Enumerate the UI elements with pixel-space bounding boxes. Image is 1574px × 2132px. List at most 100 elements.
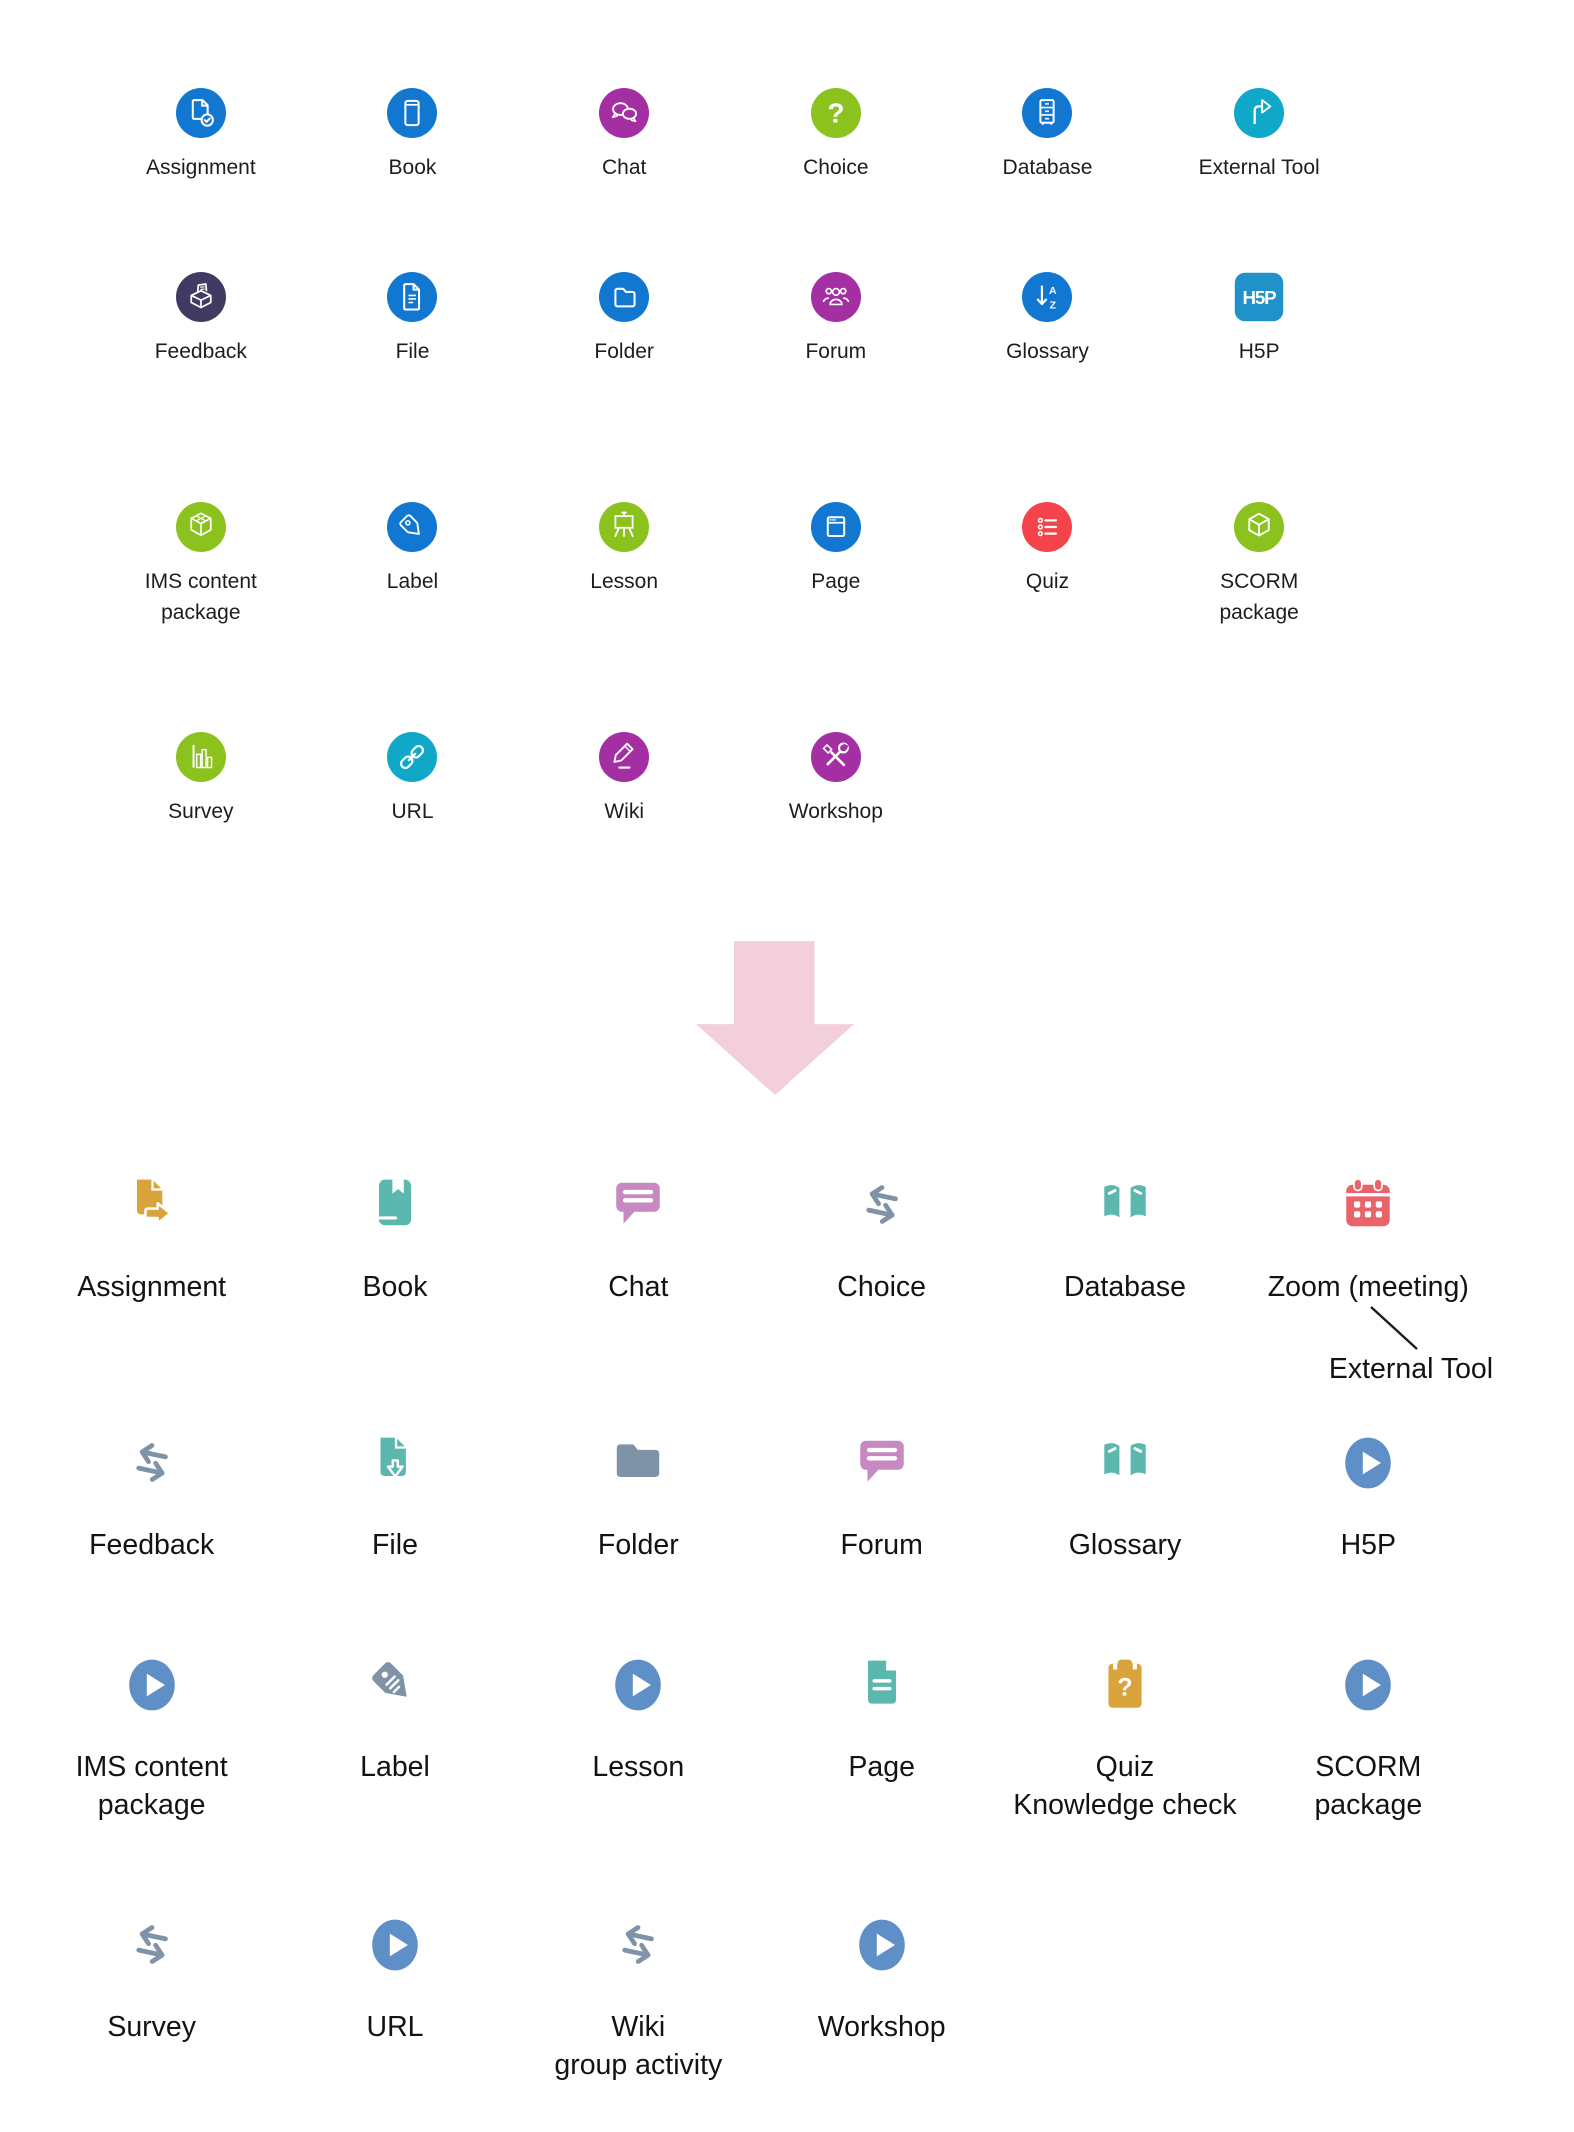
old-file-item: File bbox=[307, 272, 519, 367]
old-h5p-item: H5P H5P bbox=[1153, 272, 1365, 367]
new-h5p-label: H5P bbox=[1340, 1529, 1397, 1561]
new-folder-item: Folder bbox=[517, 1434, 760, 1564]
old-book-icon bbox=[387, 88, 438, 138]
new-assignment-item: Assignment bbox=[30, 1176, 273, 1306]
old-url-icon bbox=[387, 732, 438, 782]
old-book-label: Book bbox=[388, 156, 437, 179]
old-quiz-icon bbox=[1022, 502, 1073, 552]
svg-text:H5P: H5P bbox=[1243, 287, 1277, 308]
old-feedback-label: Feedback bbox=[154, 340, 247, 363]
new-url-item: URL bbox=[273, 1916, 516, 2084]
new-wiki-item: Wiki group activity bbox=[517, 1916, 760, 2084]
new-icons-row-1: Assignment Book Chat Choice Database Zoom (me… bbox=[30, 1176, 1490, 1306]
old-choice-item: ? Choice bbox=[730, 88, 942, 183]
old-scorm-package-label: SCORM package bbox=[1219, 570, 1299, 624]
new-icons-row-3: IMS content package Label Lesson Page? Quiz … bbox=[30, 1656, 1490, 1824]
old-icons-row-3: IMS content package Label Lesson Page Quiz SC… bbox=[95, 502, 1365, 628]
old-assignment-label: Assignment bbox=[145, 156, 256, 179]
new-page-item: Page bbox=[760, 1656, 1003, 1824]
old-external-tool-label: External Tool bbox=[1198, 156, 1320, 179]
new-icons-row-2: Feedback File Folder Forum Glossary H5P bbox=[30, 1434, 1490, 1564]
old-ims-content-package-icon bbox=[175, 502, 226, 552]
callout-line bbox=[1370, 1306, 1418, 1350]
new-chat-icon bbox=[609, 1176, 667, 1234]
new-label-label: Label bbox=[360, 1751, 430, 1783]
old-wiki-label: Wiki bbox=[604, 800, 644, 823]
new-forum-label: Forum bbox=[840, 1529, 923, 1561]
old-assignment-icon bbox=[175, 88, 226, 138]
new-page-label: Page bbox=[848, 1751, 915, 1783]
old-label-label: Label bbox=[386, 570, 439, 593]
old-external-tool-item: External Tool bbox=[1153, 88, 1365, 183]
old-url-item: URL bbox=[307, 732, 519, 827]
old-forum-label: Forum bbox=[805, 340, 867, 363]
old-chat-label: Chat bbox=[601, 156, 647, 179]
svg-text:?: ? bbox=[1117, 1674, 1132, 1701]
old-page-label: Page bbox=[811, 570, 861, 593]
new-database-icon bbox=[1096, 1176, 1154, 1234]
new-ims-content-package-label: IMS content package bbox=[75, 1751, 228, 1821]
new-zoom-meeting-label: Zoom (meeting) bbox=[1267, 1271, 1469, 1303]
down-arrow-icon bbox=[696, 941, 854, 1095]
new-chat-label: Chat bbox=[608, 1271, 669, 1303]
old-database-label: Database bbox=[1002, 156, 1093, 179]
new-file-icon bbox=[366, 1434, 424, 1492]
new-forum-icon bbox=[853, 1434, 911, 1492]
old-choice-icon: ? bbox=[810, 88, 861, 138]
new-scorm-package-label: SCORM package bbox=[1314, 1751, 1423, 1821]
new-file-label: File bbox=[372, 1529, 418, 1561]
new-scorm-package-icon bbox=[1339, 1656, 1397, 1714]
new-forum-item: Forum bbox=[760, 1434, 1003, 1564]
old-feedback-item: Feedback bbox=[95, 272, 307, 367]
new-page-icon bbox=[853, 1656, 911, 1714]
new-folder-icon bbox=[609, 1434, 667, 1492]
new-choice-label: Choice bbox=[837, 1271, 927, 1303]
new-lesson-icon bbox=[609, 1656, 667, 1714]
old-workshop-item: Workshop bbox=[730, 732, 942, 827]
old-folder-item: Folder bbox=[518, 272, 730, 367]
new-survey-label: Survey bbox=[107, 2011, 197, 2043]
new-database-label: Database bbox=[1063, 1271, 1186, 1303]
old-choice-label: Choice bbox=[803, 156, 869, 179]
new-survey-icon bbox=[123, 1916, 181, 1974]
old-folder-label: Folder bbox=[594, 340, 654, 363]
new-url-label: URL bbox=[366, 2011, 424, 2043]
new-zoom-meeting-item: Zoom (meeting) bbox=[1247, 1176, 1490, 1306]
old-workshop-label: Workshop bbox=[788, 800, 883, 823]
new-book-item: Book bbox=[273, 1176, 516, 1306]
svg-text:A: A bbox=[1050, 285, 1058, 297]
new-scorm-package-item: SCORM package bbox=[1247, 1656, 1490, 1824]
old-ims-content-package-label: IMS content package bbox=[144, 570, 257, 624]
new-ims-content-package-item: IMS content package bbox=[30, 1656, 273, 1824]
new-workshop-label: Workshop bbox=[817, 2011, 946, 2043]
old-icons-row-1: Assignment Book Chat? Choice Database Externa… bbox=[95, 88, 1365, 183]
old-glossary-item: A Z Glossary bbox=[942, 272, 1154, 367]
new-wiki-label: Wiki group activity bbox=[554, 2011, 723, 2081]
old-page-item: Page bbox=[730, 502, 942, 628]
old-folder-icon bbox=[599, 272, 650, 322]
new-feedback-item: Feedback bbox=[30, 1434, 273, 1564]
old-url-label: URL bbox=[391, 800, 434, 823]
old-quiz-label: Quiz bbox=[1025, 570, 1070, 593]
new-wiki-icon bbox=[609, 1916, 667, 1974]
new-workshop-icon bbox=[853, 1916, 911, 1974]
old-survey-item: Survey bbox=[95, 732, 307, 827]
old-forum-icon bbox=[810, 272, 861, 322]
old-page-icon bbox=[810, 502, 861, 552]
new-quiz-item: ? Quiz Knowledge check bbox=[1003, 1656, 1246, 1824]
new-feedback-icon bbox=[123, 1434, 181, 1492]
new-survey-item: Survey bbox=[30, 1916, 273, 2084]
old-scorm-package-item: SCORM package bbox=[1153, 502, 1365, 628]
new-lesson-item: Lesson bbox=[517, 1656, 760, 1824]
old-glossary-label: Glossary bbox=[1006, 340, 1089, 363]
new-h5p-icon bbox=[1339, 1434, 1397, 1492]
old-icons-row-4: Survey URL Wiki Workshop bbox=[95, 732, 1365, 827]
old-file-label: File bbox=[395, 340, 430, 363]
new-assignment-label: Assignment bbox=[77, 1271, 227, 1303]
new-book-icon bbox=[366, 1176, 424, 1234]
old-wiki-icon bbox=[599, 732, 650, 782]
new-h5p-item: H5P bbox=[1247, 1434, 1490, 1564]
new-ims-content-package-icon bbox=[123, 1656, 181, 1714]
new-quiz-label: Quiz Knowledge check bbox=[1013, 1751, 1237, 1821]
old-label-icon bbox=[387, 502, 438, 552]
